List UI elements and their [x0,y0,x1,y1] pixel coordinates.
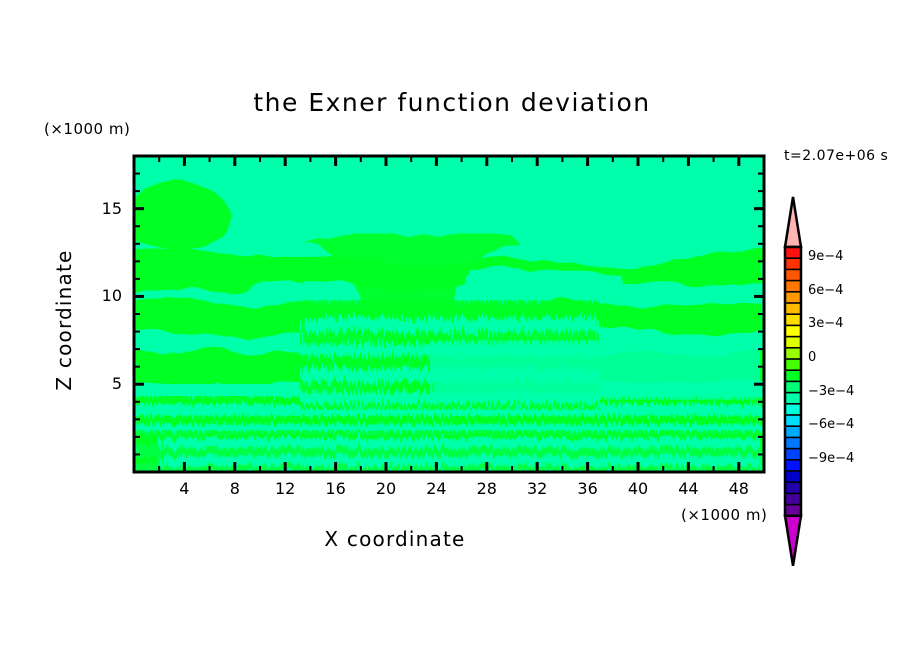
colorbar-segment-9 [784,346,802,361]
page-title: the Exner function deviation [253,88,651,117]
colorbar-segment-11 [784,369,802,383]
colorbar-segment-3 [784,279,802,294]
x-tick-label-12: 12 [275,479,296,498]
colorbar-segment-21 [784,481,802,495]
colorbar [783,196,803,566]
x-tick-label-8: 8 [229,479,240,498]
colorbar-segment-16 [784,425,802,439]
x-tick-label-4: 4 [179,479,190,498]
colorbar-segment-1 [784,257,802,271]
colorbar-tick-label-6: −9e−4 [808,450,855,466]
colorbar-tick-label-0: 9e−4 [808,249,844,265]
colorbar-segment-19 [784,458,802,473]
axis-tick-group [134,156,764,472]
x-tick-label-24: 24 [426,479,447,498]
colorbar-segment-0 [784,246,802,260]
x-axis-title: X coordinate [324,527,466,551]
x-tick-label-16: 16 [325,479,346,498]
y-tick-label-15: 15 [101,198,122,218]
colorbar-tick-label-5: −6e−4 [808,417,855,433]
convective-noise-region [134,300,764,472]
x-tick-label-48: 48 [728,479,749,498]
colorbar-segment-13 [784,391,802,406]
colorbar-tick-label-4: −3e−4 [808,383,855,399]
colorbar-segment-14 [784,402,802,417]
colorbar-tick-label-1: 6e−4 [808,282,844,298]
x-axis-unit-label: (×1000 m) [681,506,768,524]
colorbar-segment-12 [784,380,802,394]
colorbar-under-arrow [783,514,803,566]
time-annotation: t=2.07e+06 s [784,148,889,164]
colorbar-segment-7 [784,324,802,338]
y-tick-label-10: 10 [101,286,122,306]
colorbar-segment-8 [784,335,802,350]
x-tick-label-44: 44 [678,479,699,498]
x-tick-label-20: 20 [375,479,397,498]
y-axis-unit-label: (×1000 m) [44,120,131,138]
colorbar-segment-4 [784,290,802,305]
colorbar-segment-22 [784,492,802,506]
y-tick-label-5: 5 [111,374,122,394]
colorbar-segment-5 [784,302,802,316]
colorbar-border [783,245,803,518]
colorbar-segment-23 [784,503,802,518]
x-tick-label-32: 32 [527,479,548,498]
colorbar-segment-6 [784,313,802,327]
colorbar-segment-15 [784,414,802,428]
x-tick-label-36: 36 [577,479,598,498]
colorbar-segment-20 [784,470,802,484]
colorbar-tick-label-3: 0 [808,350,817,365]
colorbar-segment-2 [784,268,802,282]
colorbar-over-arrow [783,196,803,249]
colorbar-segment-17 [784,436,802,450]
x-tick-label-28: 28 [476,479,497,498]
contour-field [134,156,764,472]
colorbar-segment-18 [784,447,802,462]
x-tick-label-40: 40 [627,479,649,498]
colorbar-segment-10 [784,358,802,372]
colorbar-tick-label-2: 3e−4 [808,316,844,332]
